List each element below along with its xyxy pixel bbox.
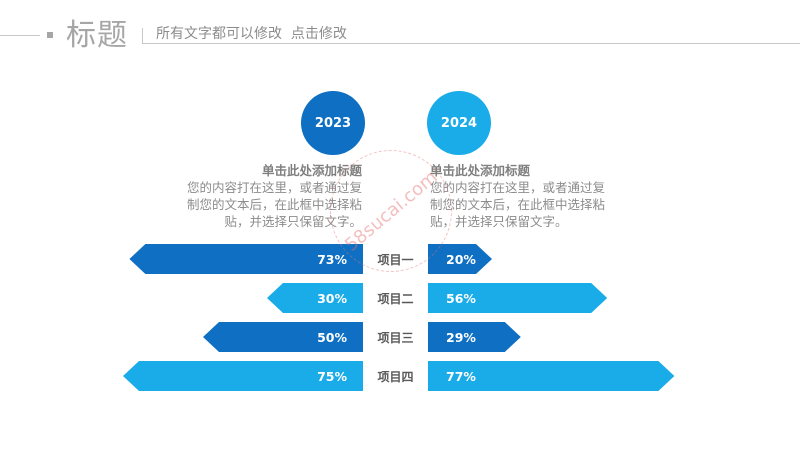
header-square [47,32,53,38]
bar-2024-3 [428,322,521,352]
year-circle-2023: 2023 [301,91,365,155]
text-block-right-body: 您的内容打在这里，或者通过复制您的文本后，在此框中选择粘贴，并选择只保留文字。 [430,180,606,229]
bar-label-2023-2: 30% [317,291,347,306]
bar-label-2024-2: 56% [446,291,476,306]
bar-label-2024-1: 20% [446,252,476,267]
bar-label-2024-3: 29% [446,330,476,345]
bar-label-2024-4: 77% [446,369,476,384]
bar-2023-3 [203,322,363,352]
text-block-left-title: 单击此处添加标题 [261,163,362,178]
bar-2024-2 [428,283,608,313]
bar-2023-4 [123,361,363,391]
bar-label-2023-1: 73% [317,252,347,267]
bar-2024-1 [428,244,492,274]
header-line-right [143,43,800,44]
title-separator [142,28,143,44]
text-block-right: 单击此处添加标题 您的内容打在这里，或者通过复制您的文本后，在此框中选择粘贴，并… [430,162,610,230]
header-line-left [0,35,40,36]
bar-2023-2 [267,283,363,313]
bar-2024-4 [428,361,675,391]
text-block-left-body: 您的内容打在这里，或者通过复制您的文本后，在此框中选择粘贴，并选择只保留文字。 [186,180,362,229]
category-label-4: 项目四 [377,370,413,384]
category-label-3: 项目三 [377,331,413,345]
page-subtitle: 所有文字都可以修改 点击修改 [156,26,347,42]
page-title: 标题 [66,18,128,53]
bar-label-2023-4: 75% [317,369,347,384]
text-block-left: 单击此处添加标题 您的内容打在这里，或者通过复制您的文本后，在此框中选择粘贴，并… [182,162,362,230]
bar-2023-1 [129,244,363,274]
year-circle-2024: 2024 [427,91,491,155]
category-label-1: 项目一 [377,253,413,267]
bar-label-2023-3: 50% [317,330,347,345]
category-label-2: 项目二 [377,292,413,306]
text-block-right-title: 单击此处添加标题 [430,163,531,178]
